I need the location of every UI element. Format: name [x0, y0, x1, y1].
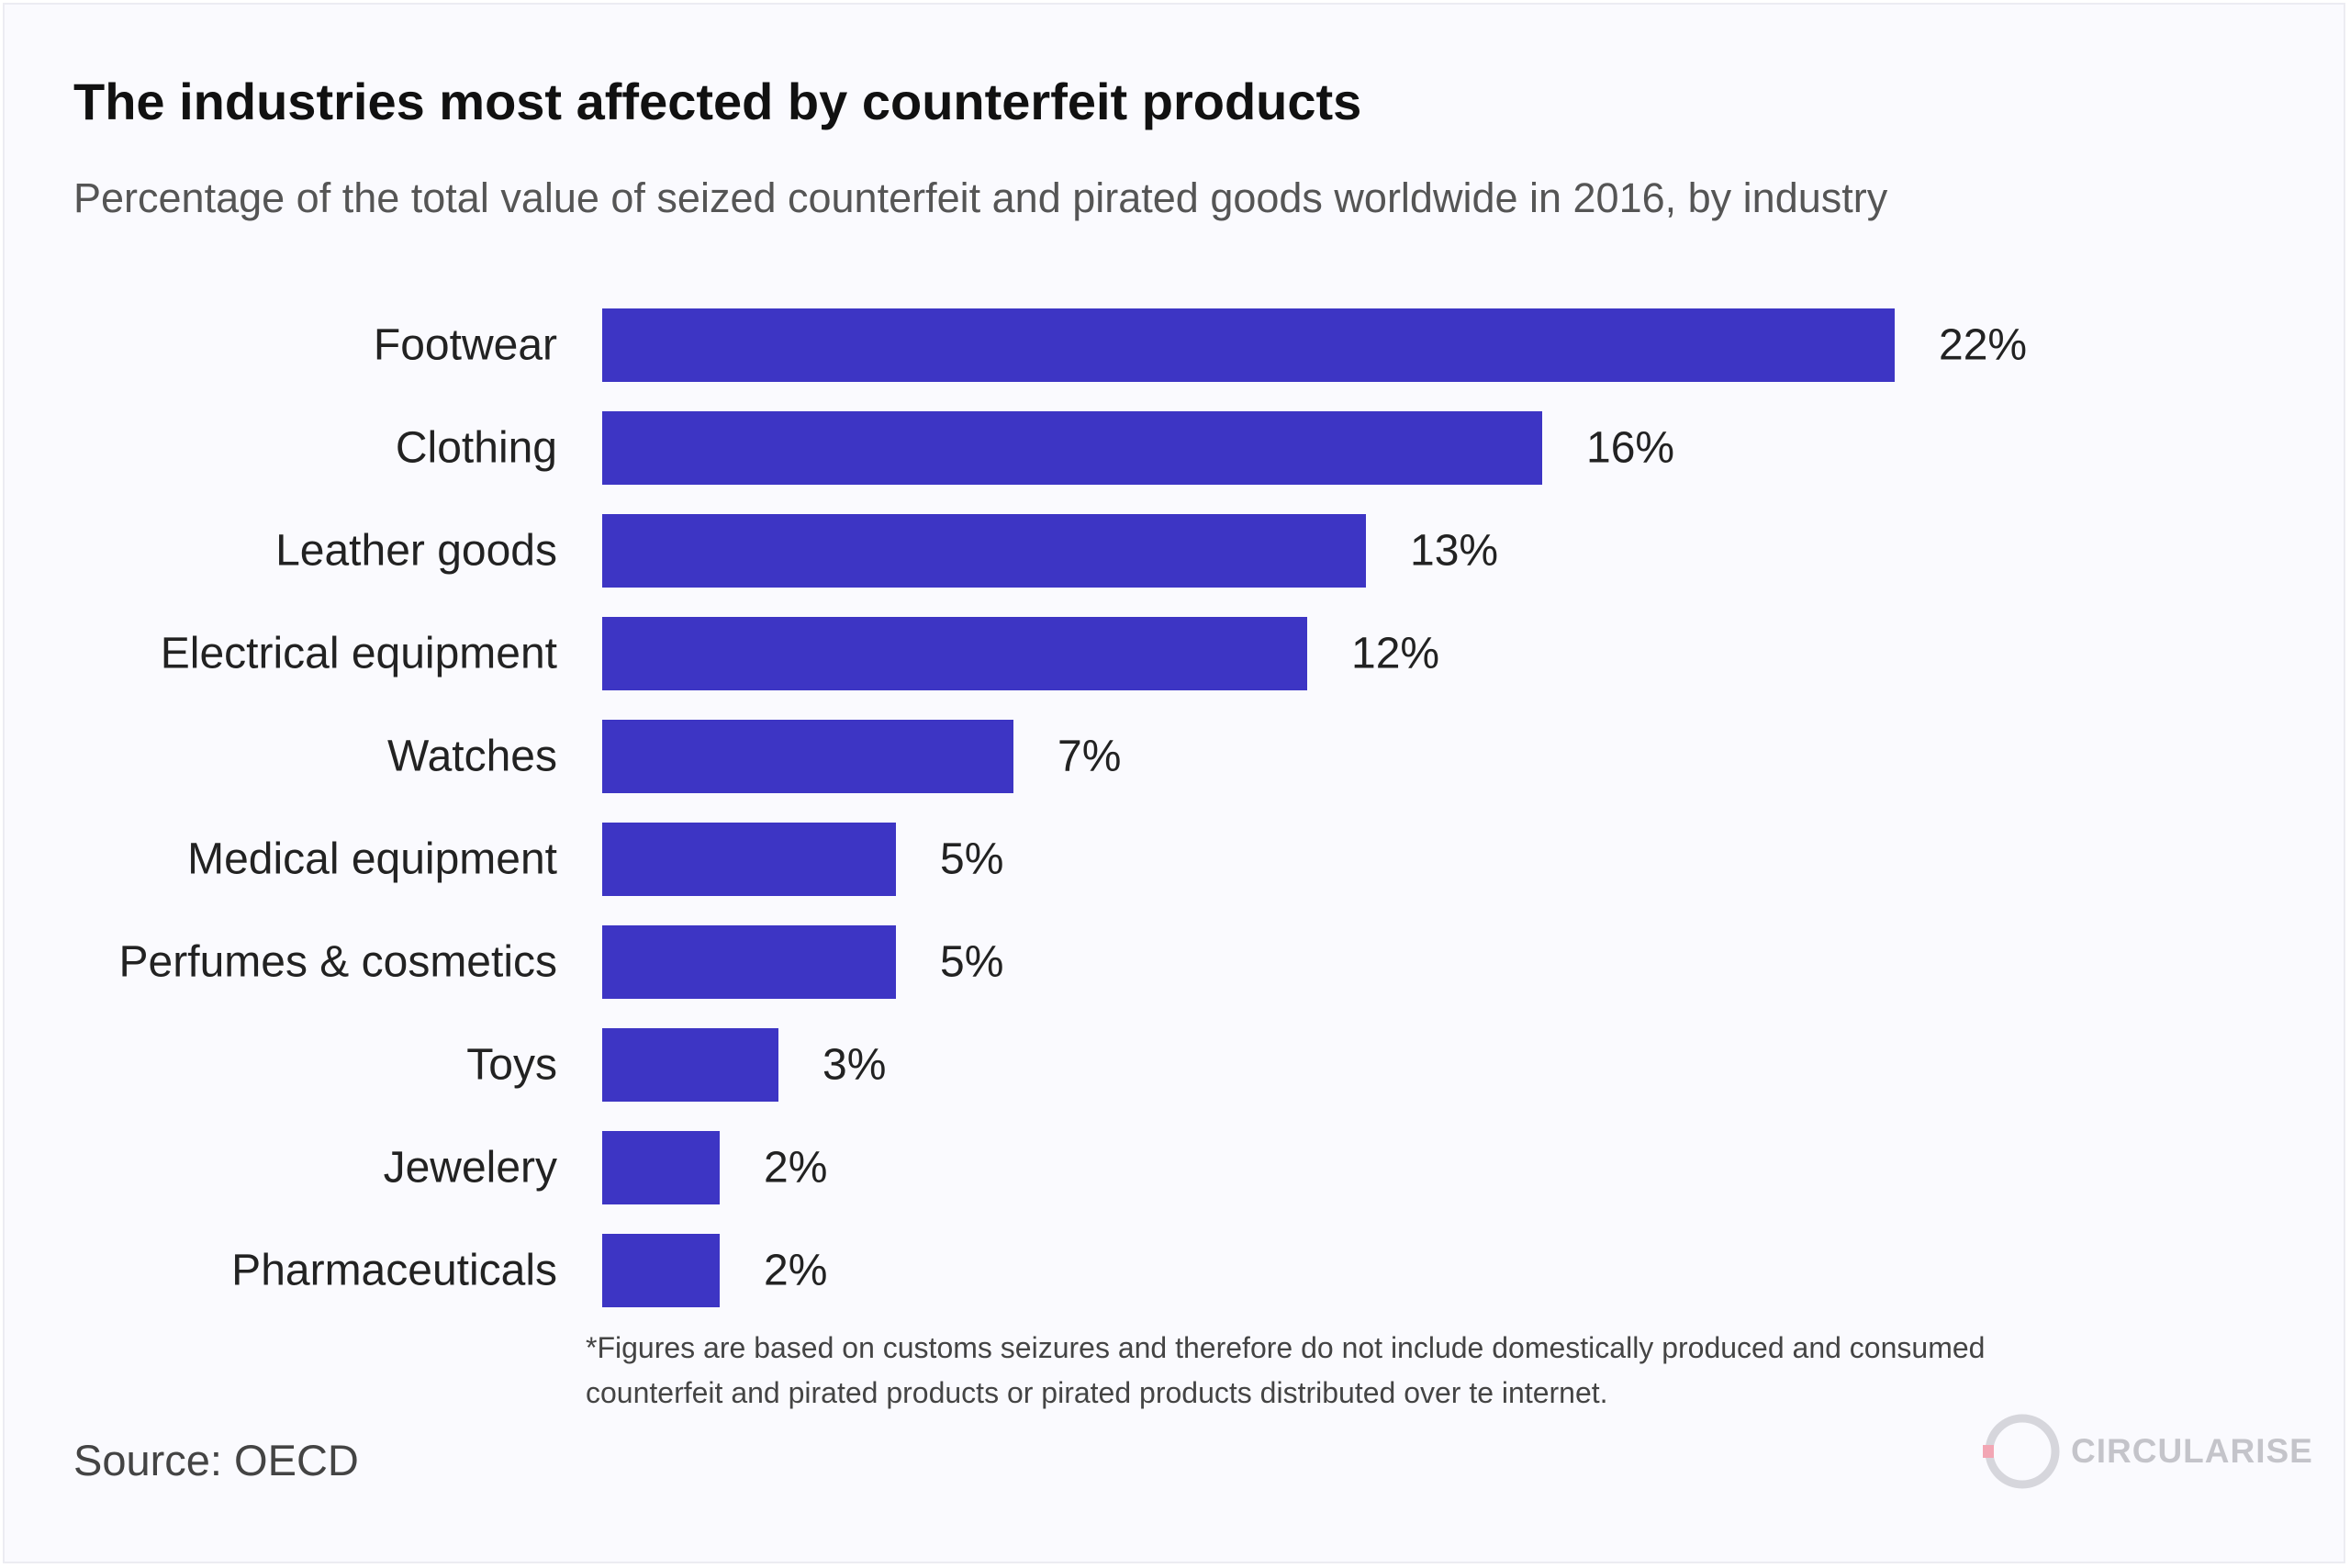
category-label: Toys [466, 1041, 557, 1090]
category-label: Pharmaceuticals [231, 1247, 557, 1295]
bar-medical-equipment [602, 823, 896, 896]
category-label: Jewelery [384, 1144, 557, 1193]
value-label: 2% [764, 1144, 827, 1193]
category-label: Leather goods [275, 527, 557, 576]
bar-footwear [602, 308, 1895, 382]
value-label: 2% [764, 1247, 827, 1295]
chart-subtitle: Percentage of the total value of seized … [73, 174, 1888, 221]
source-note: Source: OECD [73, 1436, 359, 1484]
value-label: 7% [1058, 733, 1121, 781]
category-label: Electrical equipment [161, 630, 557, 678]
bar-clothing [602, 411, 1542, 485]
category-label: Perfumes & cosmetics [119, 938, 557, 987]
category-label: Clothing [396, 424, 557, 473]
footnote: *Figures are based on customs seizures a… [586, 1331, 1986, 1409]
circularise-logo-icon [1983, 1414, 2060, 1489]
bar-perfumes-cosmetics [602, 925, 896, 999]
bar-electrical-equipment [602, 617, 1307, 690]
bar-chart: Footwear 22% Clothing 16% Leather goods 13% El… [119, 308, 2027, 1307]
category-label: Footwear [374, 321, 557, 370]
value-label: 12% [1351, 630, 1439, 678]
logo-text: CIRCULARISE [2071, 1432, 2313, 1470]
value-label: 16% [1586, 424, 1674, 473]
circularise-logo: CIRCULARISE [1981, 1410, 2313, 1493]
bar-jewelery [602, 1131, 720, 1204]
value-label: 3% [822, 1041, 886, 1090]
value-label: 5% [940, 938, 1003, 987]
value-label: 5% [940, 835, 1003, 884]
category-label: Medical equipment [187, 835, 557, 884]
bar-pharmaceuticals [602, 1234, 720, 1307]
bar-toys [602, 1028, 778, 1102]
bar-leather-goods [602, 514, 1366, 588]
chart-card [3, 3, 2345, 1563]
bar-watches [602, 720, 1013, 793]
category-label: Watches [387, 733, 557, 781]
value-label: 13% [1410, 527, 1498, 576]
chart-title: The industries most affected by counterf… [73, 73, 1362, 130]
value-label: 22% [1939, 321, 2027, 370]
